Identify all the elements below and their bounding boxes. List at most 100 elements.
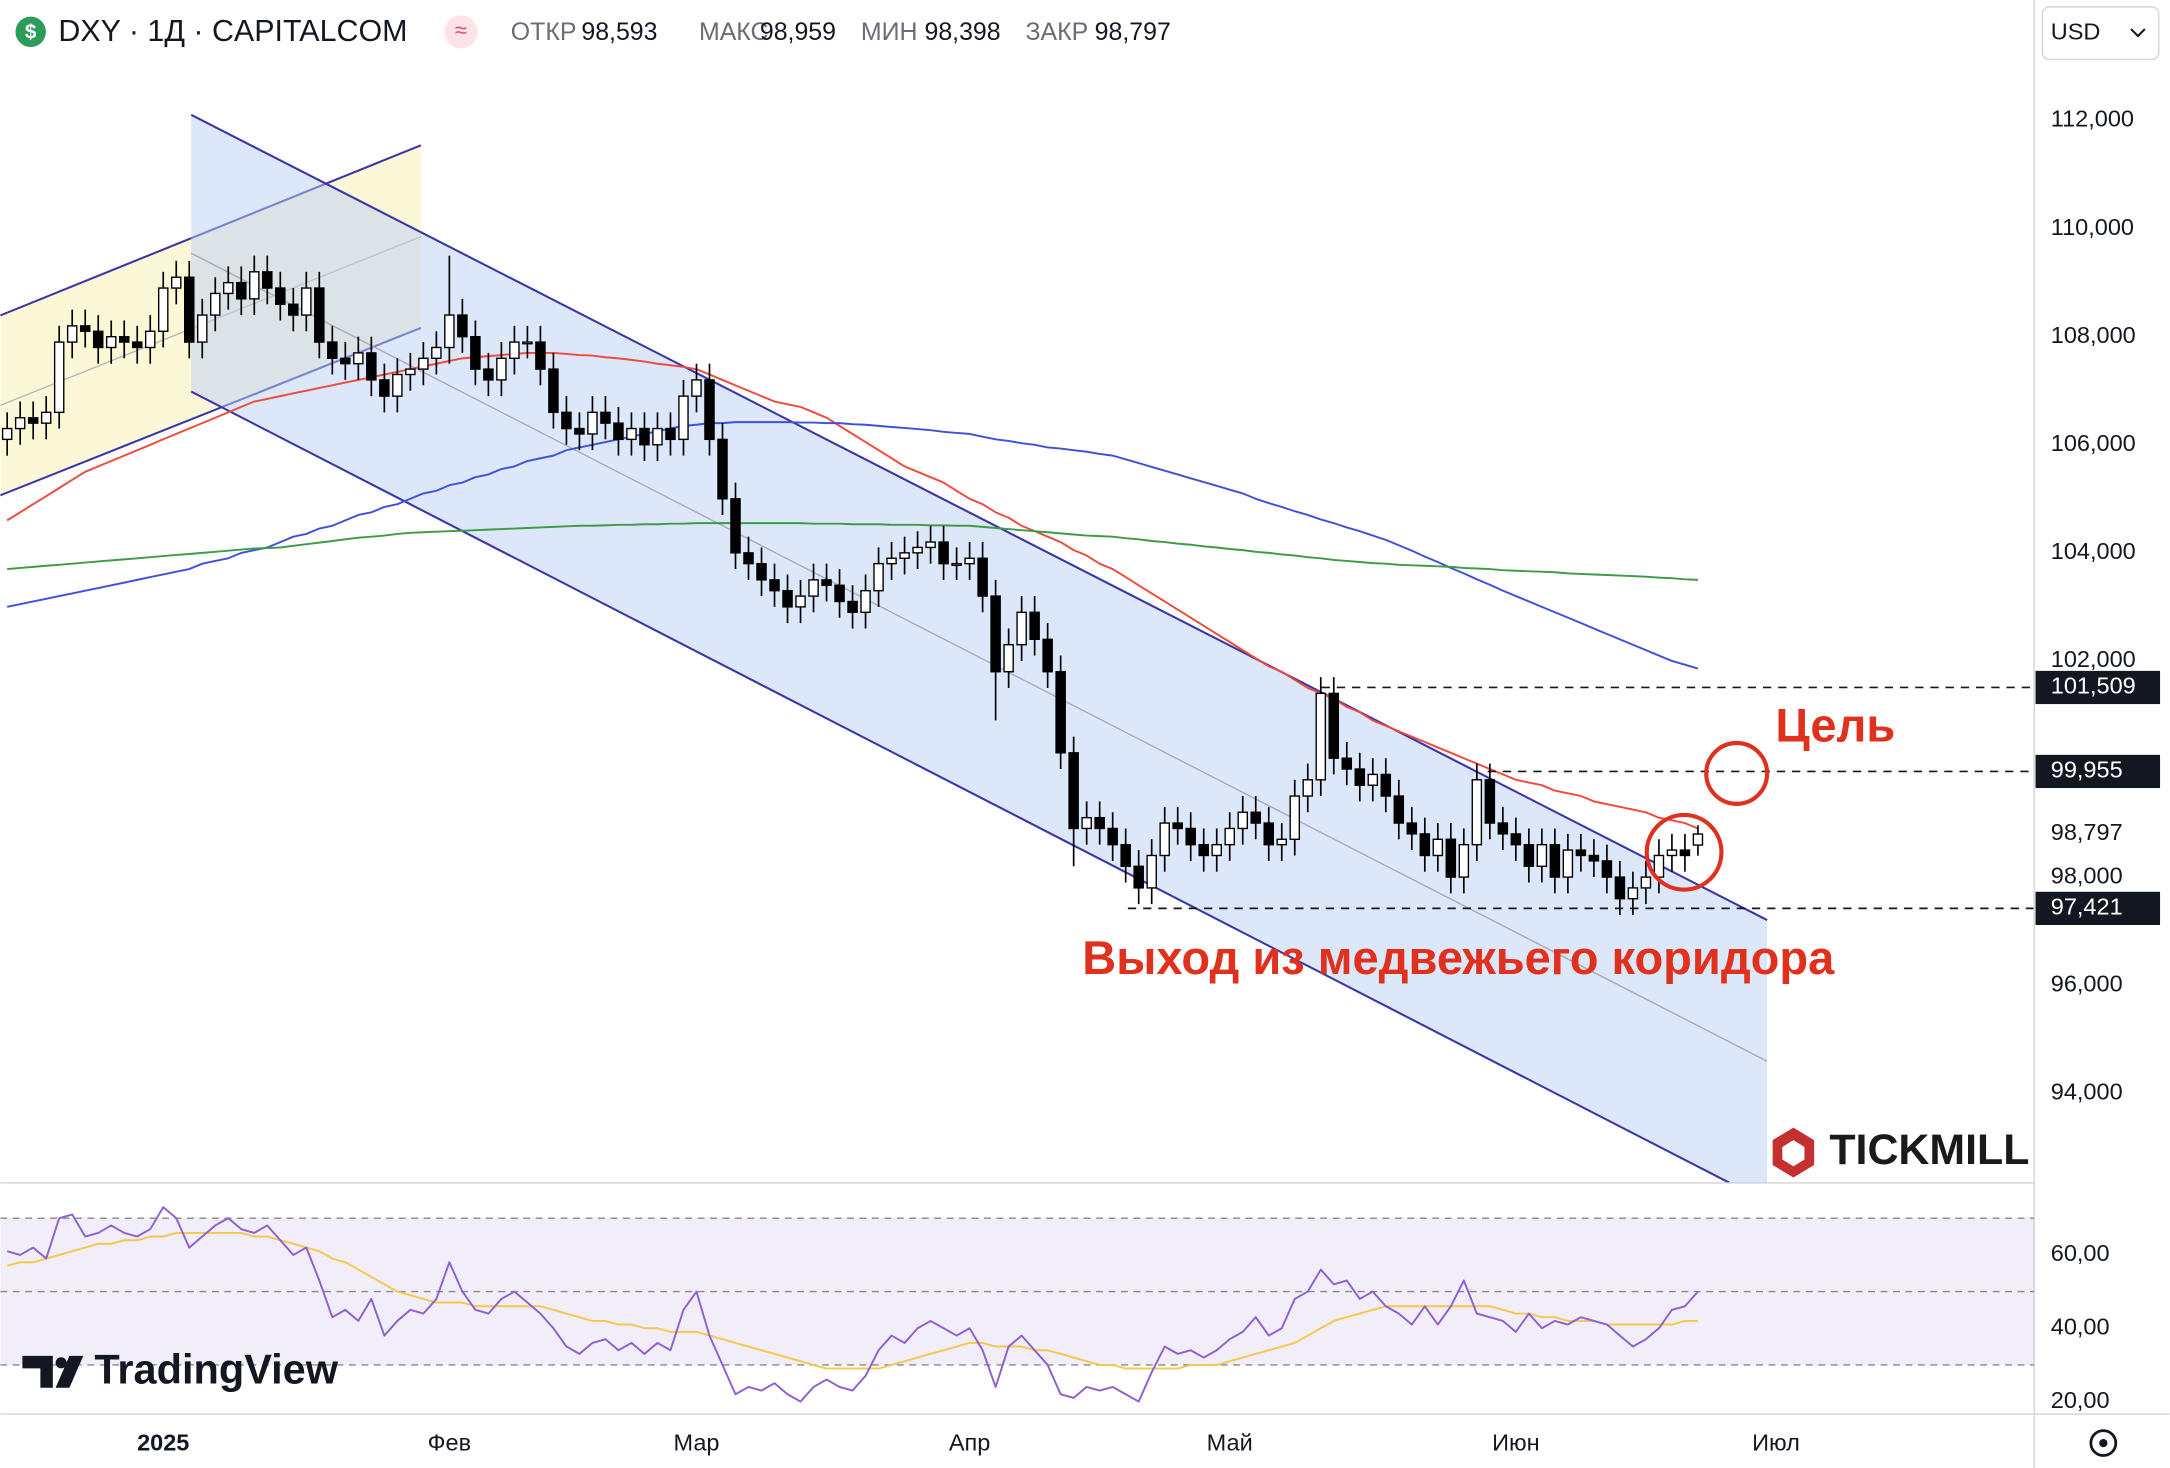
candle-body bbox=[678, 395, 689, 441]
candle-body bbox=[105, 335, 117, 349]
last-price-box bbox=[2036, 817, 2159, 851]
candle-body bbox=[1094, 816, 1105, 830]
x-tick-label: Апр bbox=[949, 1430, 991, 1456]
candle-body bbox=[1393, 795, 1405, 824]
candle-body bbox=[1029, 611, 1040, 641]
candle-body bbox=[639, 427, 650, 446]
ohlc: ОТКР 98,593 МАКС98,959 МИН 98,398 ЗАКР 98,7… bbox=[511, 18, 1171, 46]
rsi-tick-label: 40,00 bbox=[2051, 1313, 2110, 1339]
candle-body bbox=[834, 584, 845, 603]
candle-body bbox=[1536, 843, 1548, 867]
candle-body bbox=[314, 287, 325, 343]
candle-body bbox=[1614, 876, 1626, 900]
candle-body bbox=[1406, 822, 1418, 835]
candle-body bbox=[1302, 779, 1314, 797]
price-level-box bbox=[2035, 754, 2161, 789]
candle-body bbox=[405, 368, 416, 376]
axes: 94,00096,00098,000100,000102,000104,0001… bbox=[137, 106, 2161, 1456]
candle-body bbox=[170, 276, 182, 289]
candle-body bbox=[275, 287, 286, 305]
moving-average bbox=[7, 522, 1698, 581]
channel-midline bbox=[190, 252, 1768, 1062]
x-tick-label: 2025 bbox=[137, 1430, 189, 1456]
symbol-icon bbox=[15, 16, 46, 48]
candle-body bbox=[1666, 849, 1678, 857]
candle-body bbox=[1575, 849, 1587, 857]
settings-icon bbox=[2099, 1438, 2108, 1448]
candle-body bbox=[951, 562, 962, 567]
candle-body bbox=[79, 325, 91, 332]
x-tick-label: Фев bbox=[428, 1430, 471, 1456]
candle-body bbox=[1341, 757, 1353, 770]
source-icon-glyph: ≈ bbox=[455, 18, 467, 43]
x-tick-label: Июн bbox=[1492, 1430, 1540, 1456]
x-tick-label: Май bbox=[1207, 1430, 1253, 1456]
ohlc-label: ЗАКР bbox=[1026, 18, 1089, 46]
candle-body bbox=[40, 411, 52, 424]
down-channel bbox=[191, 114, 1768, 1183]
moving-average bbox=[6, 351, 1699, 830]
candle-body bbox=[262, 271, 273, 289]
candle-body bbox=[14, 417, 26, 430]
moving-averages bbox=[6, 351, 1699, 830]
candle-body bbox=[340, 357, 351, 365]
x-tick-label: Июл bbox=[1752, 1430, 1800, 1456]
candle-body bbox=[457, 314, 468, 338]
candle-body bbox=[1, 427, 13, 441]
price-level-label: 97,421 bbox=[2051, 894, 2123, 920]
candle-body bbox=[1562, 849, 1574, 878]
candle-body bbox=[366, 352, 377, 381]
y-tick-label: 102,000 bbox=[2051, 646, 2136, 672]
symbol[interactable]: DXY · 1Д · CAPITALCOM bbox=[58, 14, 407, 48]
candle-body bbox=[392, 373, 403, 397]
currency[interactable]: USD bbox=[2051, 18, 2101, 44]
candle-body bbox=[743, 552, 754, 565]
candle-body bbox=[1224, 827, 1235, 846]
candle-body bbox=[561, 411, 572, 430]
candle-body bbox=[1081, 816, 1092, 830]
candle-body bbox=[1315, 692, 1327, 781]
candle-body bbox=[626, 427, 637, 441]
candle-body bbox=[118, 335, 130, 343]
rsi-pane bbox=[0, 1206, 2035, 1403]
candle-body bbox=[1211, 843, 1222, 857]
candles bbox=[1, 255, 1704, 915]
candle-body bbox=[1523, 843, 1535, 867]
ohlc-label: МИН bbox=[861, 18, 918, 46]
y-tick-label: 94,000 bbox=[2051, 1078, 2123, 1104]
currency-select[interactable] bbox=[2041, 6, 2160, 61]
candle-body bbox=[223, 281, 234, 295]
candle-body bbox=[860, 589, 871, 613]
candle-body bbox=[379, 379, 390, 397]
candle-body bbox=[782, 589, 793, 608]
candle-body bbox=[66, 325, 78, 343]
candle-body bbox=[1068, 752, 1079, 830]
candle-body bbox=[509, 341, 520, 359]
candle-body bbox=[1328, 692, 1340, 759]
settings-icon[interactable] bbox=[2089, 1429, 2118, 1457]
candle-body bbox=[1172, 822, 1183, 830]
candle-body bbox=[1432, 838, 1444, 857]
y-tick-label: 96,000 bbox=[2051, 970, 2123, 996]
candle-body bbox=[327, 341, 338, 359]
source-icon bbox=[444, 15, 478, 49]
tickmill-icon bbox=[1782, 1140, 1805, 1167]
candle-body bbox=[1497, 822, 1509, 835]
candle-body bbox=[1679, 849, 1691, 857]
candle-body bbox=[1445, 838, 1457, 878]
dropdown-chevron bbox=[2130, 28, 2146, 38]
price-level-label: 99,955 bbox=[2051, 757, 2123, 783]
candle-body bbox=[613, 422, 624, 441]
candle-body bbox=[1107, 827, 1118, 846]
candle-body bbox=[704, 379, 715, 441]
candle-body bbox=[964, 557, 975, 565]
y-tick-label: 106,000 bbox=[2051, 430, 2136, 456]
candle-body bbox=[1120, 843, 1131, 867]
annotation: Выход из медвежьего коридора bbox=[1082, 931, 1835, 984]
price-level-box bbox=[2035, 670, 2161, 705]
candle-body bbox=[197, 314, 208, 343]
candle-body bbox=[1484, 779, 1496, 824]
candle-body bbox=[1146, 854, 1157, 889]
